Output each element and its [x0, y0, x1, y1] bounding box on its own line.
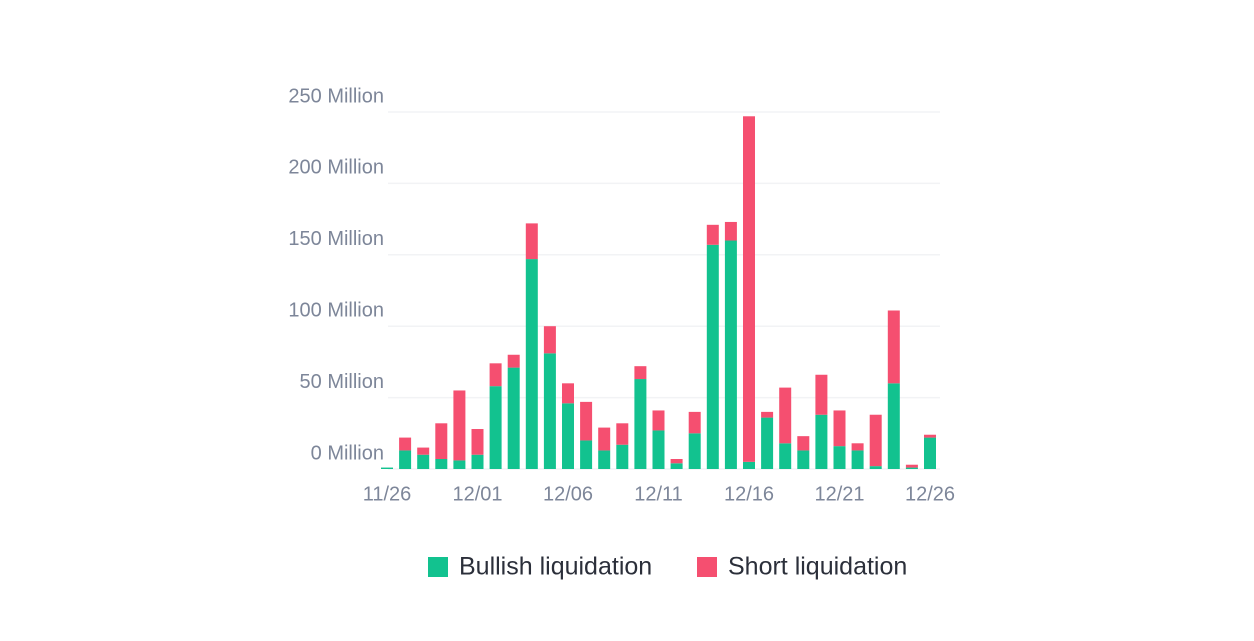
legend-label: Bullish liquidation	[459, 553, 652, 581]
bar-segment	[706, 244, 719, 469]
bar-segment	[598, 427, 611, 451]
bar-segment	[869, 414, 882, 467]
bar-segment	[507, 367, 520, 469]
bar-segment	[580, 401, 593, 441]
bar-segment	[905, 464, 918, 468]
bar-segment	[580, 440, 593, 469]
bar-segment	[471, 454, 484, 469]
y-tick-label: 100 Million	[288, 299, 384, 321]
bar-segment	[670, 463, 683, 469]
bar-segment	[887, 310, 900, 384]
bar-segment	[616, 444, 629, 469]
bar-segment	[417, 447, 430, 455]
y-tick-label: 250 Million	[288, 85, 384, 107]
bar-segment	[815, 414, 828, 469]
x-tick-label: 12/11	[634, 483, 683, 505]
bar-segment	[543, 353, 556, 469]
bar-segment	[435, 459, 448, 469]
bar-segment	[489, 386, 502, 469]
bar-segment	[761, 417, 774, 469]
bar-segment	[562, 383, 574, 404]
bar-segment	[507, 354, 520, 368]
bar-segment	[652, 430, 665, 469]
bar-segment	[616, 423, 629, 445]
bar-segment	[761, 411, 774, 418]
bar-segment	[833, 446, 846, 469]
bar-segment	[471, 429, 484, 455]
bar-segment	[724, 221, 737, 241]
bar-segment	[779, 443, 792, 469]
x-tick-label: 11/26	[363, 483, 412, 505]
bar-segment	[724, 240, 737, 469]
x-tick-label: 12/16	[724, 483, 774, 505]
bar-segment	[833, 410, 846, 447]
x-tick-label: 12/06	[543, 483, 593, 505]
bar-segment	[743, 461, 755, 469]
bar-segment	[598, 450, 611, 469]
x-tick-label: 12/01	[452, 483, 502, 505]
bar-segment	[924, 437, 936, 469]
y-tick-label: 200 Million	[288, 157, 384, 179]
bar-segment	[924, 434, 936, 438]
bar-segment	[779, 387, 792, 444]
x-tick-label: 12/21	[814, 483, 864, 505]
bar-segment	[489, 363, 502, 387]
bar-segment	[381, 467, 393, 469]
bar-segment	[562, 403, 574, 469]
bar-segment	[417, 454, 430, 469]
bar-segment	[743, 116, 755, 462]
bar-segment	[652, 410, 665, 431]
bar-segment	[688, 433, 701, 469]
bar-segment	[453, 460, 466, 469]
bar-segment	[453, 390, 466, 461]
legend-swatch	[428, 557, 448, 577]
y-tick-label: 150 Million	[288, 228, 384, 250]
bar-segment	[851, 450, 864, 469]
y-tick-label: 0 Million	[311, 442, 384, 464]
bar-segment	[525, 259, 538, 469]
y-tick-label: 50 Million	[300, 371, 384, 393]
bar-segment	[797, 436, 810, 451]
bar-segment	[869, 466, 882, 469]
bar-segment	[525, 223, 538, 260]
bar-segment	[435, 423, 448, 460]
bar-segment	[797, 450, 810, 469]
bar-segment	[887, 383, 900, 469]
bar-segment	[815, 374, 828, 415]
bar-segment	[399, 450, 412, 469]
bar-segment	[851, 443, 864, 451]
bar-segment	[634, 366, 647, 380]
bar-segment	[399, 437, 412, 451]
bar-segment	[905, 467, 918, 469]
bar-segment	[706, 224, 719, 245]
bar-segment	[543, 326, 556, 354]
legend-label: Short liquidation	[728, 553, 907, 581]
bar-segment	[670, 459, 683, 464]
bar-segment	[688, 411, 701, 434]
x-tick-label: 12/26	[905, 483, 955, 505]
bar-segment	[634, 379, 647, 469]
legend-swatch	[697, 557, 717, 577]
